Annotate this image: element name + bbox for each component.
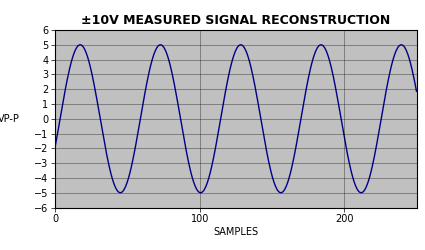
Title: ±10V MEASURED SIGNAL RECONSTRUCTION: ±10V MEASURED SIGNAL RECONSTRUCTION xyxy=(81,14,391,28)
X-axis label: SAMPLES: SAMPLES xyxy=(213,227,258,237)
Y-axis label: VP-P: VP-P xyxy=(0,114,20,124)
